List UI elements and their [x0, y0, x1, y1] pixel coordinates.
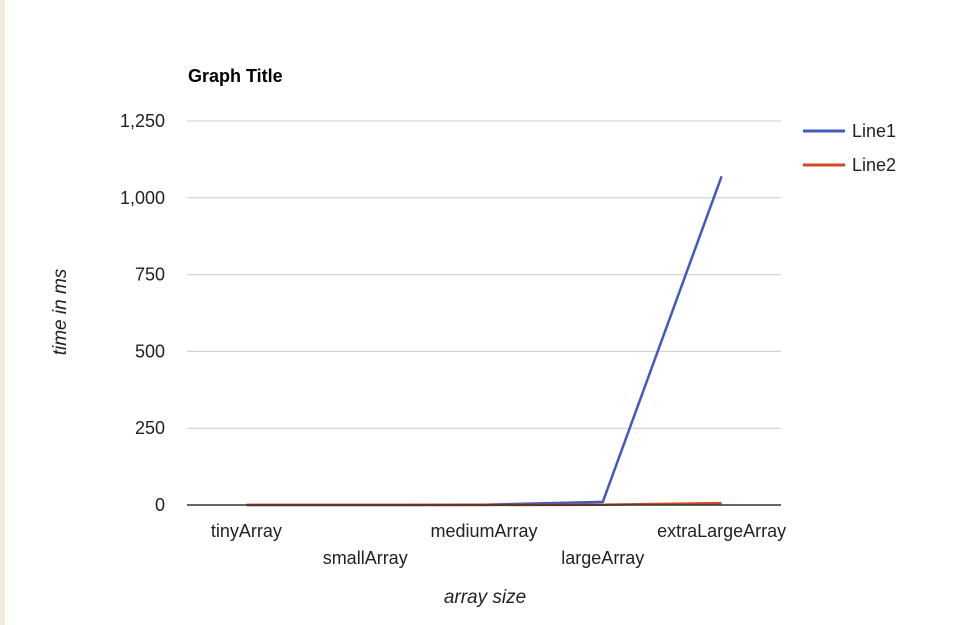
- legend: Line1 Line2: [803, 121, 896, 175]
- legend-label: Line2: [852, 155, 896, 175]
- x-tick-label: tinyArray: [211, 521, 282, 541]
- y-axis-title: time in ms: [50, 268, 71, 355]
- gridlines: [187, 120, 781, 429]
- legend-label: Line1: [852, 121, 896, 141]
- series-line-1: [246, 175, 723, 507]
- x-tick-label: largeArray: [561, 548, 644, 568]
- y-tick-label: 0: [155, 495, 165, 515]
- x-tick-label: mediumArray: [430, 521, 537, 541]
- y-tick-label: 750: [135, 265, 165, 285]
- y-tick-label: 1,000: [120, 188, 165, 208]
- y-tick-label: 250: [135, 418, 165, 438]
- x-tick-label: smallArray: [323, 548, 408, 568]
- x-tick-label: extraLargeArray: [657, 521, 786, 541]
- left-page-border: [0, 0, 5, 625]
- series-lines: [246, 175, 723, 507]
- y-axis-tick-labels: 0 250 500 750 1,000 1,250: [120, 111, 165, 515]
- x-axis-tick-labels: tinyArray smallArray mediumArray largeArray…: [211, 521, 786, 568]
- y-tick-label: 1,250: [120, 111, 165, 131]
- chart-title: Graph Title: [188, 66, 283, 86]
- y-tick-label: 500: [135, 341, 165, 361]
- x-axis-title: array size: [444, 587, 526, 608]
